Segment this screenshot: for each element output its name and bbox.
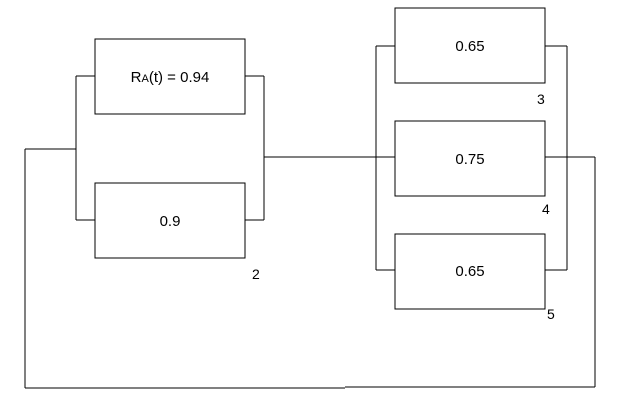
block-2-number: 2 — [252, 266, 260, 282]
block-4-number: 4 — [542, 201, 550, 217]
block-3: 0.65 3 — [394, 7, 546, 107]
block-4: 0.75 4 — [394, 120, 550, 217]
left-parallel-wiring — [75, 75, 265, 221]
block-3-value: 0.65 — [455, 38, 484, 55]
block-3-number: 3 — [537, 91, 545, 107]
block-5: 0.65 5 — [394, 233, 555, 322]
block-a: RA(t) = 0.94 — [94, 38, 246, 115]
block-4-value: 0.75 — [455, 151, 484, 168]
block-2: 0.9 2 — [94, 182, 260, 282]
block-a-label: RA(t) = 0.94 — [131, 69, 210, 86]
block-2-value: 0.9 — [160, 213, 181, 230]
block-5-value: 0.65 — [455, 263, 484, 280]
outer-return-loop — [24, 148, 596, 389]
right-parallel-wiring — [375, 45, 595, 271]
block-5-number: 5 — [547, 306, 555, 322]
